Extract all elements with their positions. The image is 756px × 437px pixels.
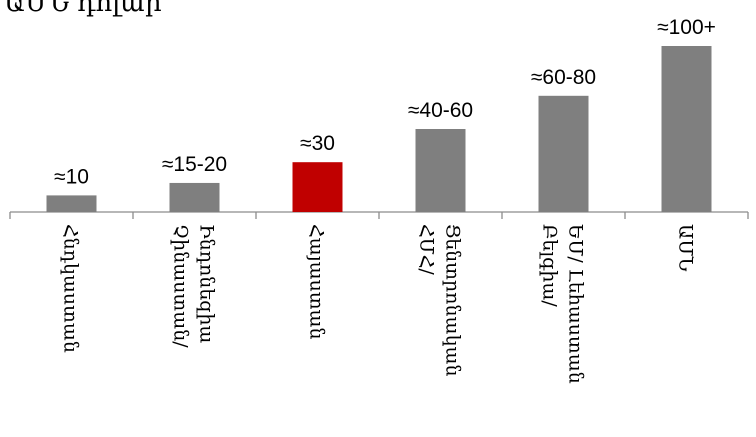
category-label-line: Չինաստան/ <box>170 224 192 348</box>
bar <box>169 182 220 212</box>
bar <box>415 129 466 212</box>
category-label-line: ԵՄ/ Լեհաստան <box>565 224 587 384</box>
category-label-line: ՀՄՀ/ <box>416 224 438 275</box>
category-label-line: Բելգիա/ <box>539 224 561 307</box>
bar <box>292 162 343 212</box>
category-label: Հնդկաստան <box>60 224 82 353</box>
data-label: ≈15-20 <box>162 153 227 176</box>
bars <box>46 46 712 212</box>
data-label: ≈40-60 <box>408 99 473 122</box>
category-labels: Հնդկաստան Չինաստան/Ինդոնեզիա Հայաստան ՀՄՀ/Ց… <box>60 224 697 384</box>
category-label: ՀՄՀ/Ցենտրոնական <box>416 224 464 377</box>
x-axis-ticks <box>9 212 749 219</box>
chart-title: ԱՄՆ դոլար <box>4 0 162 18</box>
bar <box>538 95 589 212</box>
data-labels: ≈10 ≈15-20 ≈30 ≈40-60 ≈60-80 ≈100+ <box>54 16 716 188</box>
category-label-line: Ինդոնեզիա <box>196 224 218 343</box>
category-label-line: ԱՄՆ <box>675 224 697 272</box>
category-label: ԱՄՆ <box>675 224 697 272</box>
category-label-line: Հնդկաստան <box>60 224 82 353</box>
bar <box>661 46 712 212</box>
data-label: ≈100+ <box>657 16 716 39</box>
bar <box>46 195 97 212</box>
category-label: Չինաստան/Ինդոնեզիա <box>170 224 218 348</box>
data-label: ≈30 <box>300 132 335 155</box>
data-label: ≈60-80 <box>531 66 596 89</box>
category-label-line: Հայաստան <box>306 224 328 340</box>
data-label: ≈10 <box>54 165 89 188</box>
category-label: Բելգիա/ԵՄ/ Լեհաստան <box>539 224 587 384</box>
category-label: Հայաստան <box>306 224 328 340</box>
category-label-line: Ցենտրոնական <box>442 224 464 377</box>
